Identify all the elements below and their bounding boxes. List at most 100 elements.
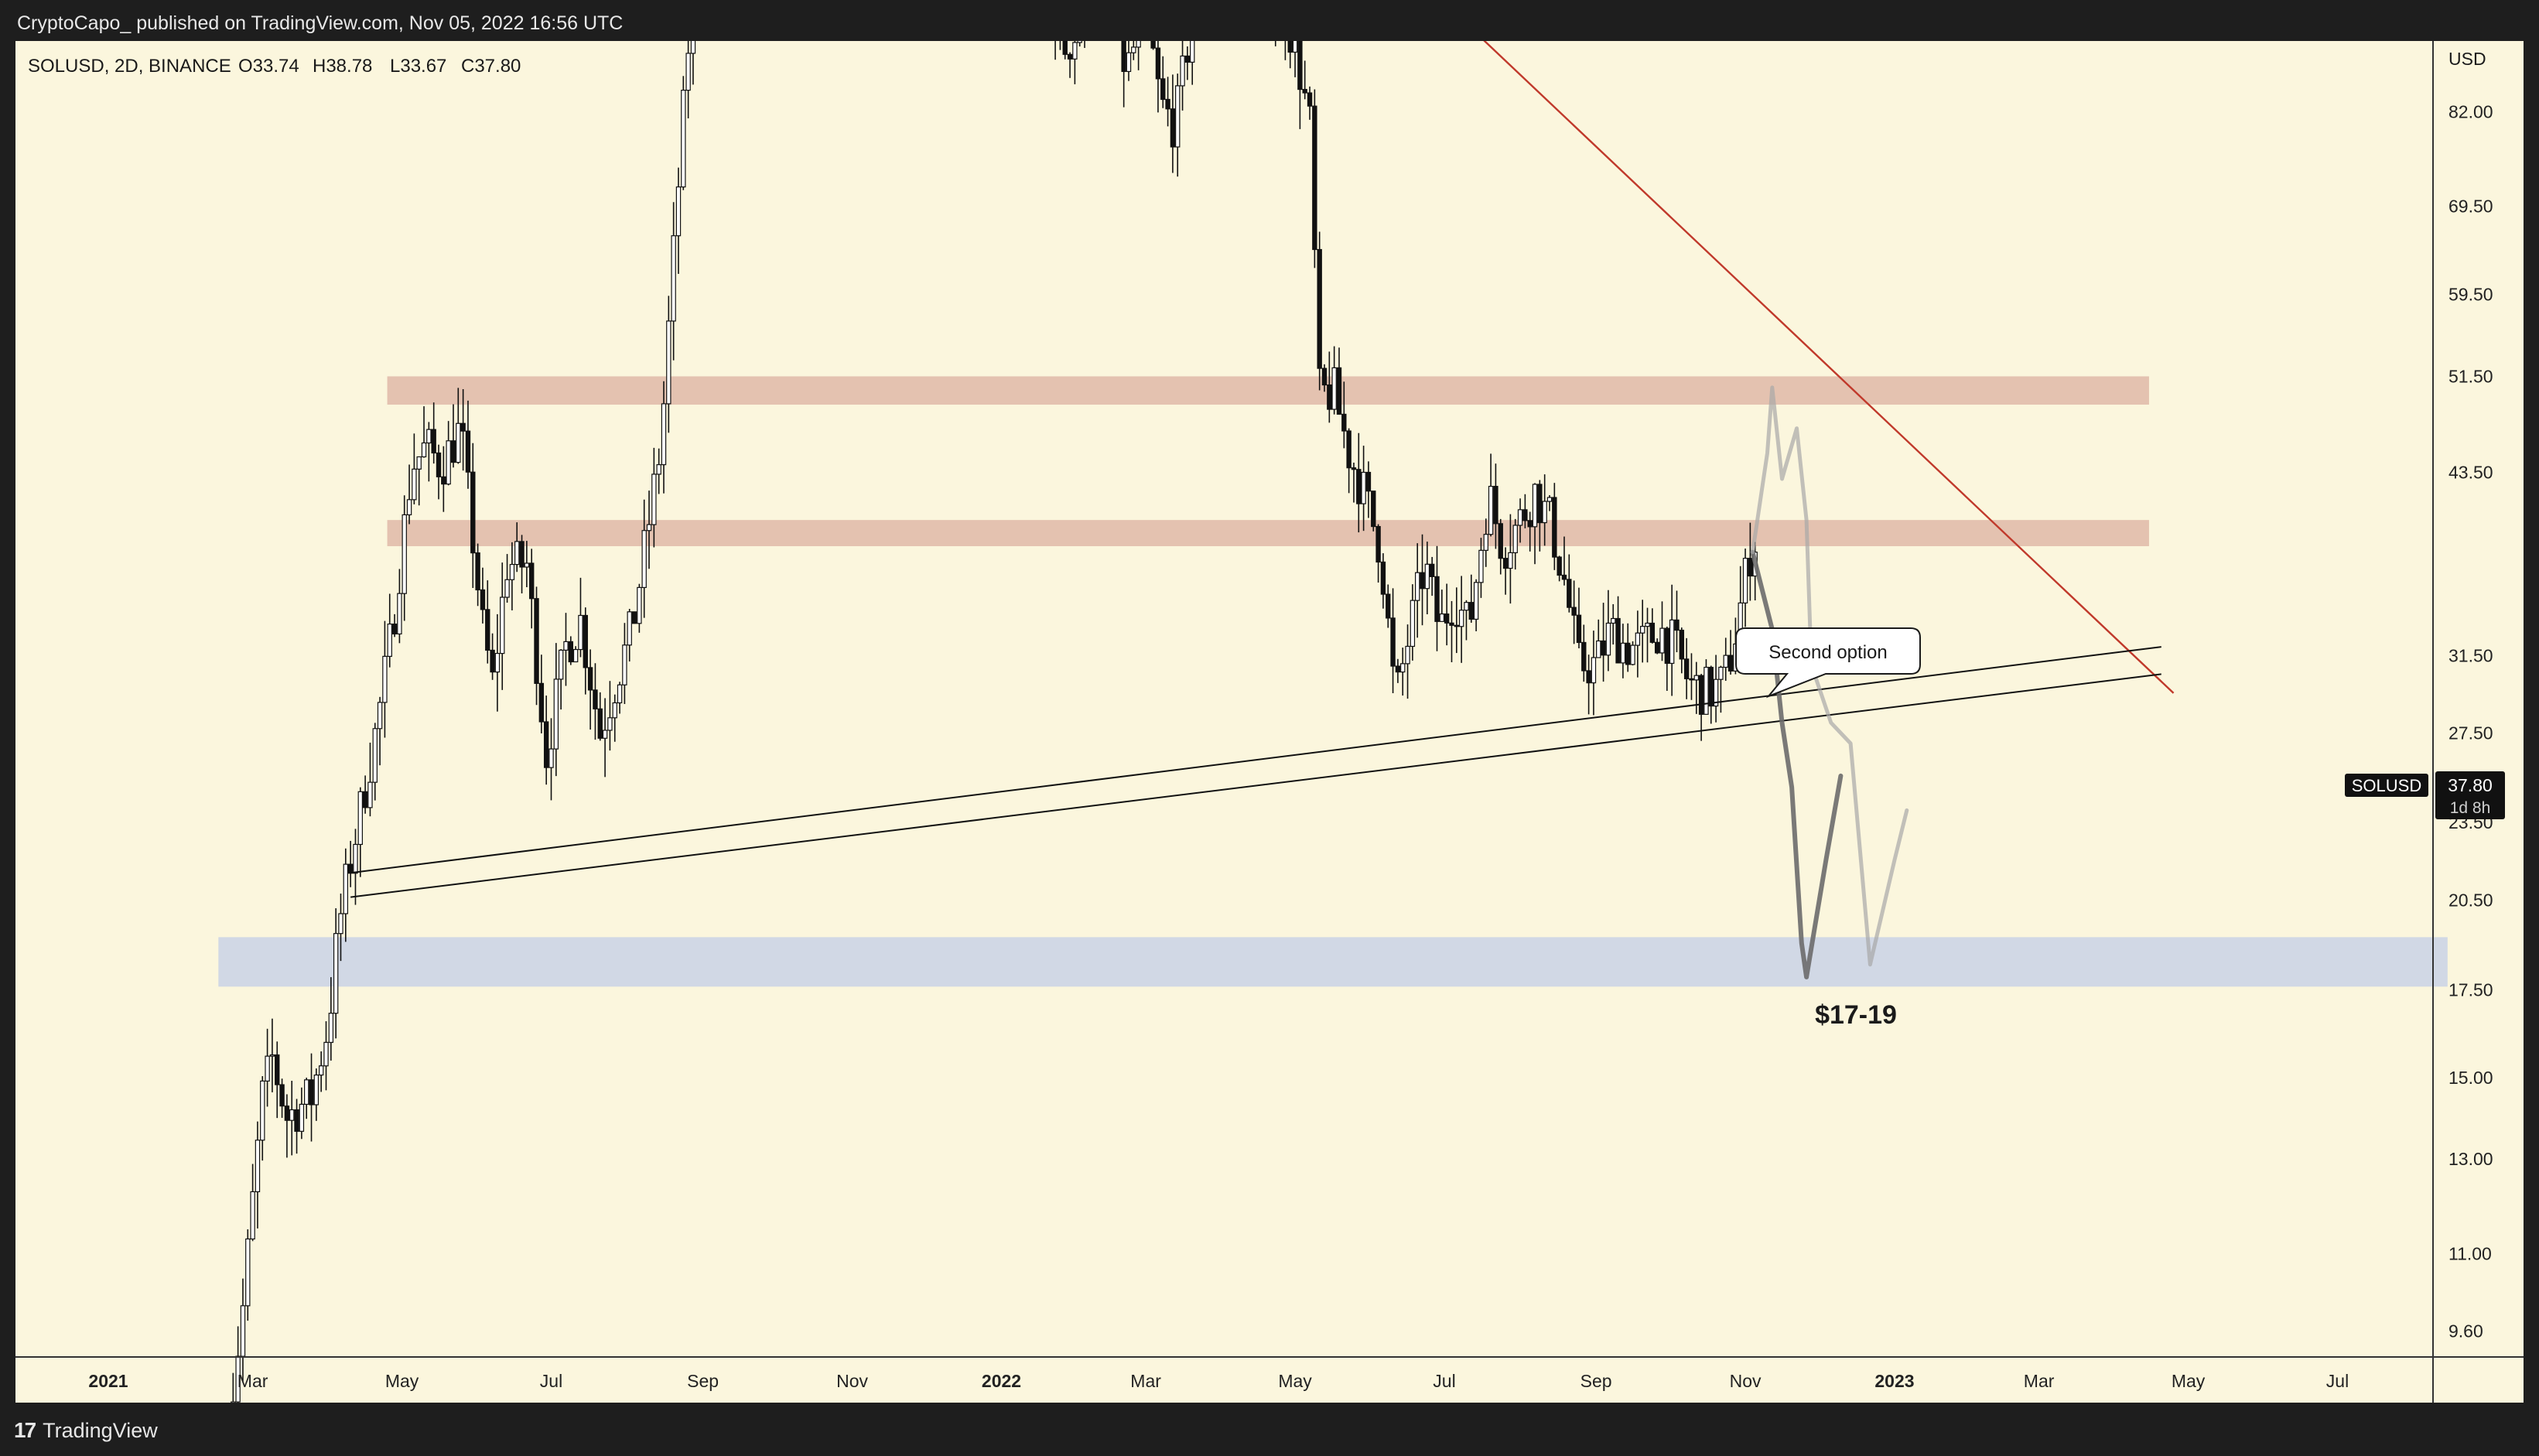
x-tick-label-4: Sep (687, 1371, 719, 1391)
candle-body-22 (333, 933, 339, 1014)
candle-body-67 (553, 678, 559, 750)
candle-body-275 (1571, 607, 1577, 616)
candle-body-90 (666, 320, 671, 405)
y-tick-label-21: 9.60 (2448, 1321, 2483, 1342)
publish-header: CryptoCapo_ published on TradingView.com… (0, 0, 2539, 40)
candle-body-75 (593, 689, 598, 709)
candle-body-264 (1517, 509, 1523, 526)
candle-body-76 (597, 708, 603, 739)
candle-body-183 (1121, 41, 1126, 72)
candle-body-249 (1444, 613, 1450, 624)
zones-layer (218, 376, 2448, 987)
candle-body-246 (1429, 563, 1435, 577)
candle-body-311 (1748, 558, 1753, 577)
candle-body-6 (255, 1140, 261, 1193)
candle-body-291 (1649, 622, 1656, 643)
candle-body-241 (1405, 645, 1410, 665)
candle-body-242 (1410, 600, 1416, 648)
candle-body-295 (1669, 619, 1675, 665)
candle-body-89 (661, 403, 667, 466)
trendlines-layer (350, 41, 2175, 898)
y-tick-label-19: 13.00 (2448, 1149, 2493, 1169)
resistance-zone-1 (387, 520, 2149, 546)
candle-body-285 (1620, 642, 1626, 664)
candle-body-81 (622, 644, 627, 685)
symbol-info[interactable]: SOLUSD, 2D, BINANCE (28, 56, 231, 77)
x-tick-label-15: Jul (2326, 1371, 2349, 1391)
candle-body-184 (1126, 52, 1132, 72)
candle-body-72 (578, 614, 583, 651)
projection-layer (1750, 385, 1909, 979)
candle-body-10 (275, 1054, 280, 1085)
candle-body-276 (1576, 614, 1582, 644)
candle-body-189 (1150, 41, 1156, 49)
candle-body-230 (1351, 467, 1357, 470)
candle-body-218 (1292, 41, 1298, 53)
price-badge-bg (2435, 771, 2505, 819)
candle-body-282 (1605, 622, 1611, 656)
candle-body-244 (1420, 572, 1425, 590)
candle-body-277 (1581, 641, 1587, 672)
callout-text: Second option (1768, 642, 1887, 663)
price-badge-countdown: 1d 8h (2450, 799, 2491, 817)
projection-alt-path (1751, 385, 1909, 967)
callout-second-option[interactable]: Second option (1735, 627, 1921, 699)
candle-body-256 (1478, 549, 1484, 583)
candle-body-238 (1390, 617, 1396, 667)
x-tick-label-13: Mar (2024, 1371, 2055, 1391)
candle-body-21 (328, 1013, 334, 1043)
candle-body-86 (646, 524, 652, 531)
candle-body-260 (1498, 523, 1503, 559)
candle-body-228 (1341, 413, 1347, 432)
currency-label: USD (2448, 49, 2486, 69)
tradingview-logo[interactable]: 17 TradingView (14, 1418, 158, 1443)
candle-body-293 (1659, 627, 1665, 654)
x-tick-label-14: May (2172, 1371, 2206, 1391)
candle-body-12 (284, 1106, 290, 1121)
x-tick-label-5: Nov (836, 1371, 868, 1391)
candle-body-190 (1155, 47, 1161, 80)
candle-body-240 (1400, 663, 1406, 673)
candle-body-26 (353, 843, 358, 874)
candle-body-185 (1131, 46, 1136, 53)
candle-body-15 (299, 1103, 305, 1132)
candle-body-7 (260, 1080, 265, 1141)
candle-body-239 (1395, 665, 1401, 673)
candle-body-38 (412, 468, 417, 501)
candle-body-299 (1689, 678, 1694, 681)
tradingview-logo-icon: 17 (14, 1418, 36, 1442)
candle-body-73 (583, 614, 588, 668)
candle-body-245 (1424, 563, 1430, 590)
candle-body-78 (607, 717, 613, 731)
candle-body-43 (436, 452, 442, 477)
candle-body-229 (1346, 430, 1352, 469)
ohlc-high: H38.78 (313, 56, 372, 77)
candle-body-40 (421, 442, 427, 458)
candle-body-63 (534, 598, 539, 684)
candle-body-3 (240, 1305, 246, 1357)
candle-body-222 (1312, 105, 1317, 251)
price-scale[interactable]: 300.00260.00220.00190.00160.00130.00110.… (2448, 41, 2503, 1403)
candle-body-236 (1380, 561, 1386, 595)
candle-body-47 (456, 422, 461, 463)
candle-body-297 (1679, 629, 1685, 660)
candle-body-233 (1365, 471, 1372, 492)
candle-body-52 (480, 589, 486, 610)
candle-body-32 (382, 655, 388, 703)
support-zone-2 (218, 937, 2448, 987)
candle-body-302 (1703, 666, 1709, 715)
candle-body-221 (1307, 92, 1313, 107)
candle-body-301 (1698, 675, 1704, 715)
time-axis[interactable]: 2021 Mar May Jul Sep Nov 2022 Mar May Jul Sep Nov 20… (88, 1371, 2349, 1391)
y-tick-label-13: 31.50 (2448, 646, 2493, 666)
candle-body-51 (475, 552, 480, 591)
callout-box (1735, 627, 1921, 699)
x-tick-label-9: Jul (1433, 1371, 1455, 1391)
candle-body-33 (387, 624, 392, 658)
candle-body-305 (1718, 666, 1724, 680)
y-tick-label-18: 15.00 (2448, 1068, 2493, 1088)
price-chart[interactable]: SOLUSD, 2D, BINANCE O33.74 H38.78 L33.67… (15, 41, 2524, 1403)
candle-body-70 (568, 641, 574, 663)
symbol-badge-bg (2345, 774, 2428, 797)
candle-body-272 (1557, 556, 1562, 576)
